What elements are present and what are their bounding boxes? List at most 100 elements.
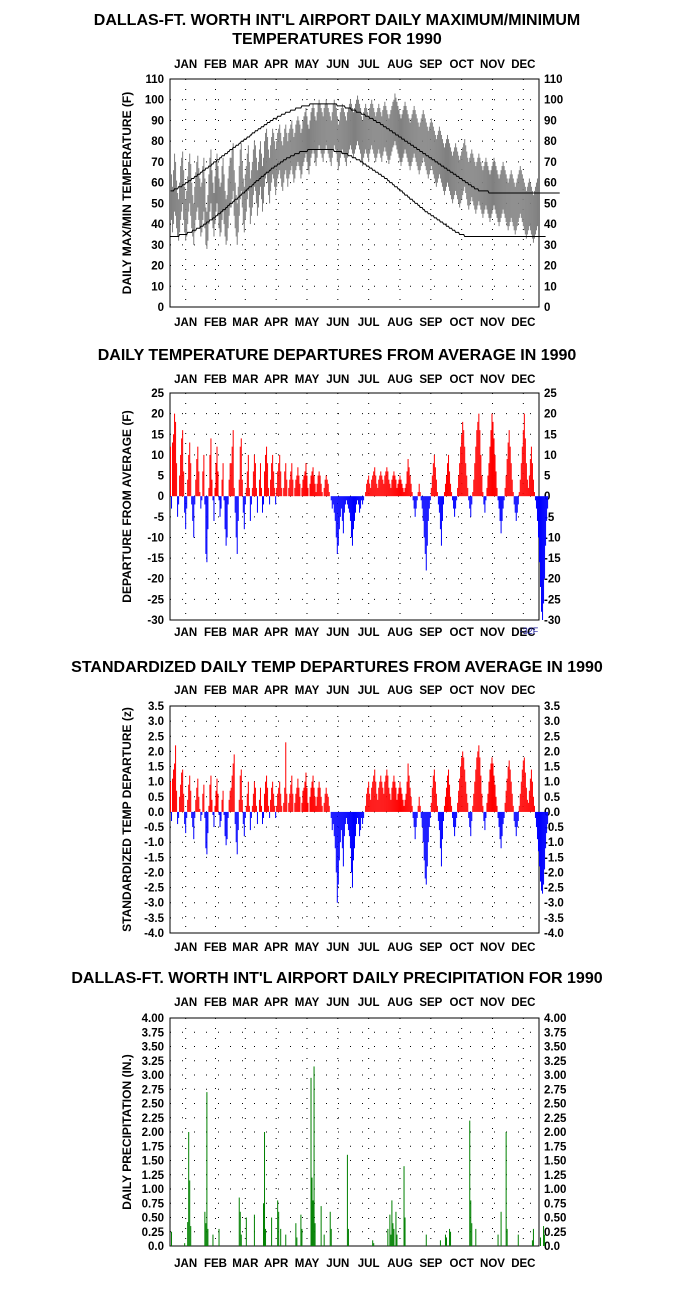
positive-bar [368,781,370,812]
positive-bar [489,446,491,497]
positive-bar [443,492,445,497]
precip-bar [271,1217,273,1246]
precip-bar [300,1214,302,1246]
y-tick-label-left: 4.00 [142,1013,164,1025]
month-label-top: JUN [326,685,349,697]
positive-bar [306,787,308,812]
negative-bar [363,496,365,501]
precip-bar [346,1154,348,1246]
positive-bar [325,787,327,812]
negative-bar [424,496,426,554]
y-tick-label-left: 20 [151,409,164,421]
positive-bar [221,479,223,497]
month-label-bottom: JUL [358,627,380,639]
negative-bar [517,811,519,822]
negative-bar [256,496,258,513]
positive-bar [311,781,313,812]
negative-bar [421,496,423,509]
month-label-top: OCT [450,997,474,1009]
positive-bar [199,492,201,497]
positive-bar [450,796,452,812]
month-label-bottom: SEP [419,942,442,954]
negative-bar [207,496,209,530]
precip-bar [439,1240,441,1246]
positive-bar [288,802,290,812]
negative-bar [416,496,418,501]
positive-bar [488,781,490,812]
positive-bar [457,487,459,497]
y-tick-label-right: 2.75 [544,1084,567,1096]
positive-bar [491,413,493,497]
positive-bar [447,463,449,497]
precip-bar [449,1228,451,1246]
precip-bar [263,1203,265,1246]
month-label-bottom: SEP [419,317,442,329]
positive-bar [390,487,392,497]
positive-bar [461,434,463,497]
negative-bar [437,811,439,822]
month-label-bottom: AUG [387,317,413,329]
y-tick-label-right: 90 [544,115,557,127]
y-tick-label-right: 1.0 [544,777,560,789]
positive-bar [283,802,285,812]
positive-bar [366,483,368,497]
positive-bar [202,793,204,812]
negative-bar [350,496,352,538]
y-tick-label-right: 1.00 [544,1184,566,1196]
negative-bar [468,496,470,501]
y-tick-label-left: -30 [147,615,164,627]
negative-bar [498,811,500,828]
positive-bar [389,483,391,497]
negative-bar [441,496,443,521]
negative-bar [429,811,431,818]
positive-bar [305,463,307,497]
positive-bar [314,483,316,497]
positive-bar [296,787,298,812]
negative-bar [542,811,544,894]
month-label-bottom: MAY [295,942,320,954]
positive-bar [281,805,283,812]
negative-bar [453,811,455,828]
positive-bar [189,775,191,812]
y-tick-label-left: -2.5 [144,883,164,895]
negative-bar [362,811,364,825]
positive-bar [460,446,462,497]
positive-bar [523,413,525,497]
negative-bar [337,496,339,546]
positive-bar [326,793,328,812]
y-tick-label-right: 50 [544,198,557,210]
precip-bar [517,1234,519,1246]
month-label-bottom: OCT [450,317,474,329]
positive-bar [375,781,377,812]
negative-bar [452,496,454,501]
positive-bar [444,796,446,812]
y-tick-label-right: 0 [544,302,550,314]
negative-bar [470,811,472,837]
y-tick-label-right: 0.0 [544,1241,560,1253]
positive-bar [240,438,242,497]
positive-bar [208,805,210,812]
positive-bar [493,775,495,812]
positive-bar [217,471,219,497]
positive-bar [209,784,211,812]
y-tick-label-left: -5 [154,512,165,524]
positive-bar [376,483,378,497]
month-label-bottom: NOV [480,627,505,639]
negative-bar [513,496,515,505]
y-tick-label-right: 5 [544,471,551,483]
positive-bar [419,492,421,497]
positive-bar [259,463,261,497]
positive-bar [525,463,527,497]
precip-bar [277,1200,279,1246]
negative-bar [219,811,221,828]
positive-bar [253,781,255,812]
positive-bar [371,479,373,497]
negative-bar [501,811,503,837]
negative-bar [544,811,546,870]
positive-bar [435,793,437,812]
y-tick-label-left: 1.5 [148,762,165,774]
negative-bar [547,496,549,509]
negative-bar [416,811,418,818]
negative-bar [355,811,357,837]
month-label-bottom: APR [264,942,289,954]
